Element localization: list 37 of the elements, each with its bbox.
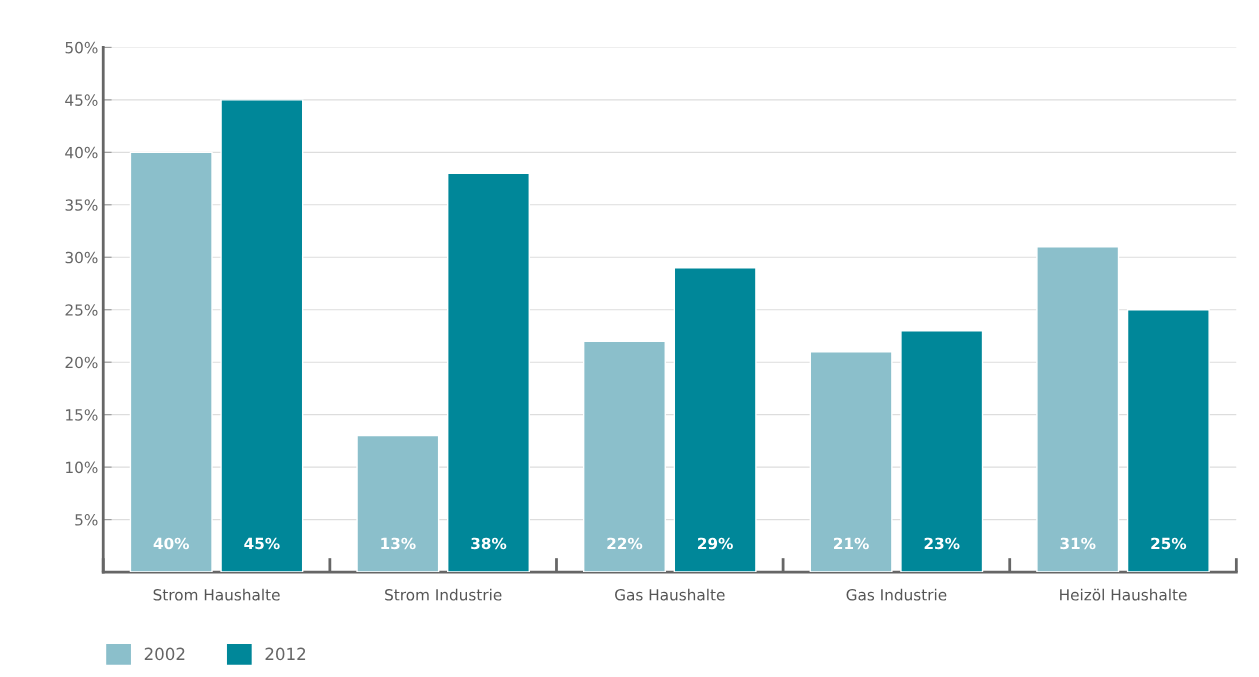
y-tick-label: 30% (65, 251, 98, 264)
x-tick-label: Gas Haushalte (615, 588, 725, 601)
data-label: 23% (924, 537, 960, 550)
y-tick-label: 20% (65, 356, 98, 369)
bar (1036, 246, 1120, 573)
y-tick-label: 40% (65, 146, 98, 159)
bar (129, 151, 213, 573)
legend-label: 2012 (265, 647, 306, 661)
bar (447, 172, 530, 573)
data-label: 29% (698, 537, 733, 550)
data-label: 38% (471, 537, 507, 550)
x-tick-label: Gas Industrie (846, 588, 947, 601)
y-tick-label: 25% (65, 304, 98, 316)
bar (220, 99, 304, 573)
bar (809, 351, 893, 573)
bar (582, 340, 666, 573)
y-tick-label: 15% (66, 409, 98, 421)
y-tick-label: 50% (65, 41, 98, 54)
y-tick-label: 10% (66, 461, 98, 474)
data-label: 40% (153, 537, 190, 550)
data-label: 22% (607, 537, 643, 550)
y-tick-label: 5% (75, 514, 98, 526)
bar (1126, 309, 1210, 573)
y-tick-label: 45% (65, 94, 98, 106)
y-tick-label: 35% (65, 199, 98, 211)
data-label: 21% (834, 537, 869, 550)
data-label: 25% (1151, 537, 1187, 550)
data-label: 13% (381, 537, 416, 550)
x-tick-label: Heizöl Haushalte (1060, 588, 1187, 601)
x-tick-label: Strom Haushalte (153, 588, 280, 601)
bar (900, 330, 984, 573)
data-label: 45% (244, 537, 280, 550)
bar (673, 267, 757, 573)
x-tick-label: Strom Industrie (385, 588, 502, 601)
legend-label: 2002 (144, 647, 185, 661)
bar (356, 434, 440, 573)
data-label: 31% (1060, 537, 1096, 550)
